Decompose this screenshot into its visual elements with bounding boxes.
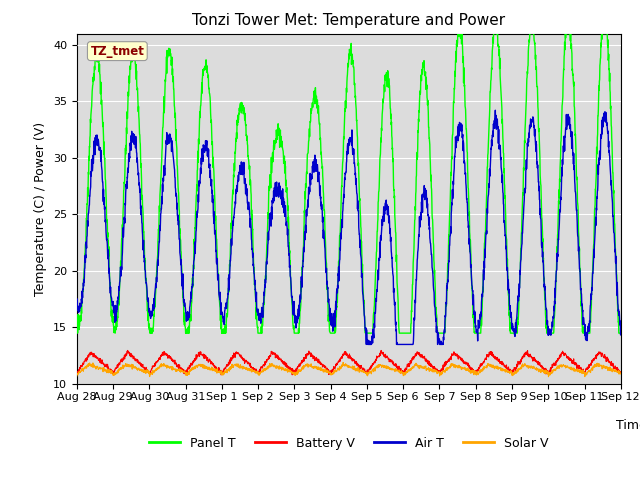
Title: Tonzi Tower Met: Temperature and Power: Tonzi Tower Met: Temperature and Power [192, 13, 506, 28]
Legend: Panel T, Battery V, Air T, Solar V: Panel T, Battery V, Air T, Solar V [144, 432, 554, 455]
Y-axis label: Temperature (C) / Power (V): Temperature (C) / Power (V) [35, 122, 47, 296]
Text: TZ_tmet: TZ_tmet [90, 45, 144, 58]
X-axis label: Time: Time [616, 419, 640, 432]
